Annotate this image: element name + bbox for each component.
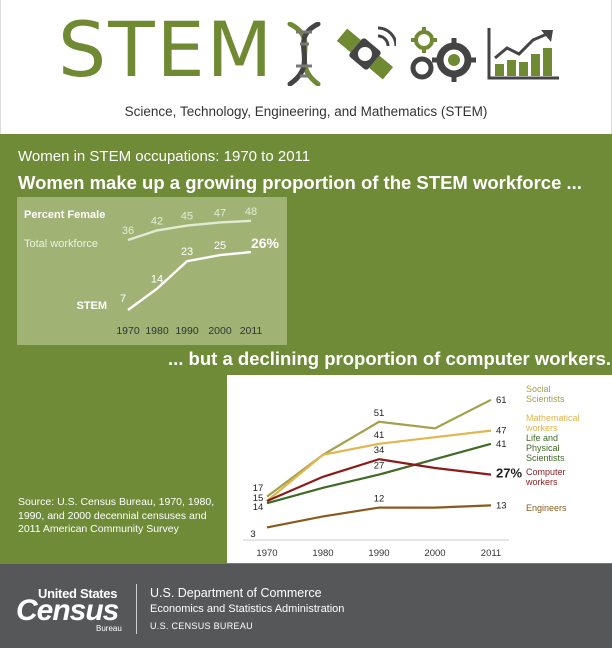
chart-percent-female: Percent Female 1970 1980 1990 2000 2011 Total … xyxy=(24,206,280,337)
data-label: 51 xyxy=(374,408,385,419)
department-name: U.S. Department of Commerce xyxy=(150,586,322,600)
source-note: Source: U.S. Census Bureau, 1970, 1980, … xyxy=(18,496,215,535)
census-logo[interactable]: Census xyxy=(16,594,119,627)
data-label: 27 xyxy=(374,461,385,472)
chart-title: Percent Female xyxy=(24,209,105,221)
chart-occupations-box xyxy=(227,375,612,563)
series-line-3 xyxy=(266,458,492,503)
bar-chart-growth-icon xyxy=(487,28,559,80)
page-title: STEM xyxy=(58,5,275,94)
data-label: 15 xyxy=(253,493,264,504)
data-label: 47 xyxy=(496,426,507,437)
series-label: Total workforce xyxy=(24,238,98,250)
headline-bottom: ... but a declining proportion of comput… xyxy=(168,348,611,369)
dna-icon xyxy=(287,22,321,86)
legend-label: Computer workers xyxy=(525,467,566,487)
data-label: 17 xyxy=(253,483,264,494)
panel-label: Women in STEM occupations: 1970 to 2011 xyxy=(18,148,311,165)
x-tick-label: 2000 xyxy=(208,325,232,337)
administration-name: Economics and Statistics Administration xyxy=(150,603,345,615)
data-label: 13 xyxy=(496,500,507,511)
legend-label: Engineers xyxy=(526,503,567,513)
data-label: 34 xyxy=(374,445,385,456)
legend-label: Life and Physical Scientists xyxy=(526,433,565,463)
series-label: STEM xyxy=(76,300,107,312)
data-label: 45 xyxy=(181,211,193,223)
series-line-1 xyxy=(127,250,252,311)
data-label: 47 xyxy=(214,207,226,219)
x-tick-label: 2000 xyxy=(424,548,445,559)
series-line-4 xyxy=(266,504,492,529)
data-label: 41 xyxy=(374,430,385,441)
headline-top: Women make up a growing proportion of th… xyxy=(18,172,582,193)
series-line-2 xyxy=(266,442,492,505)
data-label: 7 xyxy=(120,293,126,305)
data-label: 61 xyxy=(496,395,507,406)
footer xyxy=(0,564,612,648)
satellite-icon xyxy=(336,26,396,80)
census-logo-top: United States xyxy=(38,586,118,601)
data-label: 12 xyxy=(374,494,385,505)
legend-label: Social Scientists xyxy=(526,384,565,404)
x-tick-label: 1980 xyxy=(312,548,333,559)
data-label: 42 xyxy=(151,215,163,227)
x-tick-label: 1990 xyxy=(368,548,389,559)
data-label: 14 xyxy=(253,502,264,513)
x-tick-label: 2011 xyxy=(240,325,263,337)
data-label: 3 xyxy=(250,529,255,540)
bureau-name: U.S. CENSUS BUREAU xyxy=(150,621,253,631)
legend-label: Mathematical workers xyxy=(525,413,580,433)
data-label: 48 xyxy=(245,206,257,218)
footer-divider xyxy=(136,584,137,634)
x-tick-label: 1990 xyxy=(175,325,199,337)
x-tick-label: 2011 xyxy=(481,548,501,559)
data-label: 27% xyxy=(496,466,522,481)
x-tick-label: 1970 xyxy=(256,548,277,559)
gears-icon xyxy=(410,27,476,82)
data-label: 26% xyxy=(251,235,280,251)
data-label: 41 xyxy=(496,439,507,450)
series-line-0 xyxy=(266,398,492,498)
series-line-1 xyxy=(266,429,492,502)
data-label: 36 xyxy=(122,225,134,237)
data-label: 25 xyxy=(214,240,226,252)
census-logo-sub: Bureau xyxy=(96,624,122,633)
data-label: 14 xyxy=(151,274,163,286)
header-subtitle: Science, Technology, Engineering, and Ma… xyxy=(124,104,488,119)
data-label: 23 xyxy=(181,246,193,258)
chart-occupations: 1970 1980 1990 2000 2011 17 51 61 Social Scientis… xyxy=(243,384,580,559)
x-tick-label: 1980 xyxy=(145,325,169,337)
series-line-0 xyxy=(127,219,252,242)
x-tick-label: 1970 xyxy=(116,325,140,337)
